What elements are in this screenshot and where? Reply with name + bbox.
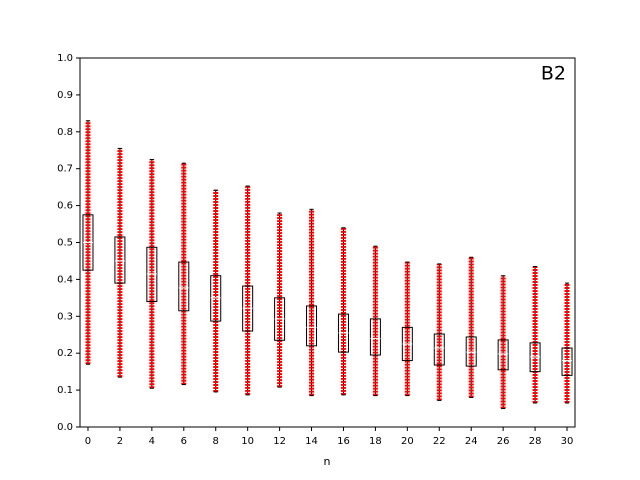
box [433,333,445,366]
y-tick-label: 1.0 [57,53,73,64]
plot-frame [79,57,576,428]
box [306,305,318,347]
box [146,246,158,303]
y-tick-label: 0.8 [57,127,73,138]
x-tick-label: 8 [213,436,219,447]
box [369,318,381,356]
x-tick-label: 26 [497,436,510,447]
x-tick-label: 4 [149,436,155,447]
y-tick-label: 0.7 [57,164,73,175]
x-tick-label: 2 [117,436,123,447]
y-tick-label: 0.5 [57,238,73,249]
annotation: B2 [541,63,566,85]
x-tick-label: 14 [305,436,318,447]
box [210,275,222,322]
y-tick-label: 0.6 [57,201,73,212]
box [178,261,190,312]
y-tick-label: 0.0 [57,422,73,433]
box [114,236,126,284]
x-tick-label: 16 [337,436,350,447]
x-tick-label: 6 [181,436,187,447]
x-tick-label: 22 [433,436,446,447]
x-tick-label: 20 [401,436,414,447]
x-tick-label: 12 [273,436,286,447]
box [465,336,477,367]
x-tick-label: 18 [369,436,382,447]
y-tick-label: 0.9 [57,90,73,101]
box [561,347,573,376]
x-tick-label: 10 [241,436,254,447]
x-axis-label: n [324,455,331,468]
y-tick-label: 0.3 [57,311,73,322]
x-tick-label: 28 [529,436,542,447]
x-tick-label: 24 [465,436,478,447]
box [497,339,509,371]
y-tick-label: 0.4 [57,274,73,285]
x-tick-label: 0 [85,436,91,447]
y-tick-label: 0.2 [57,348,73,359]
y-tick-label: 0.1 [57,385,73,396]
x-tick-label: 30 [561,436,574,447]
